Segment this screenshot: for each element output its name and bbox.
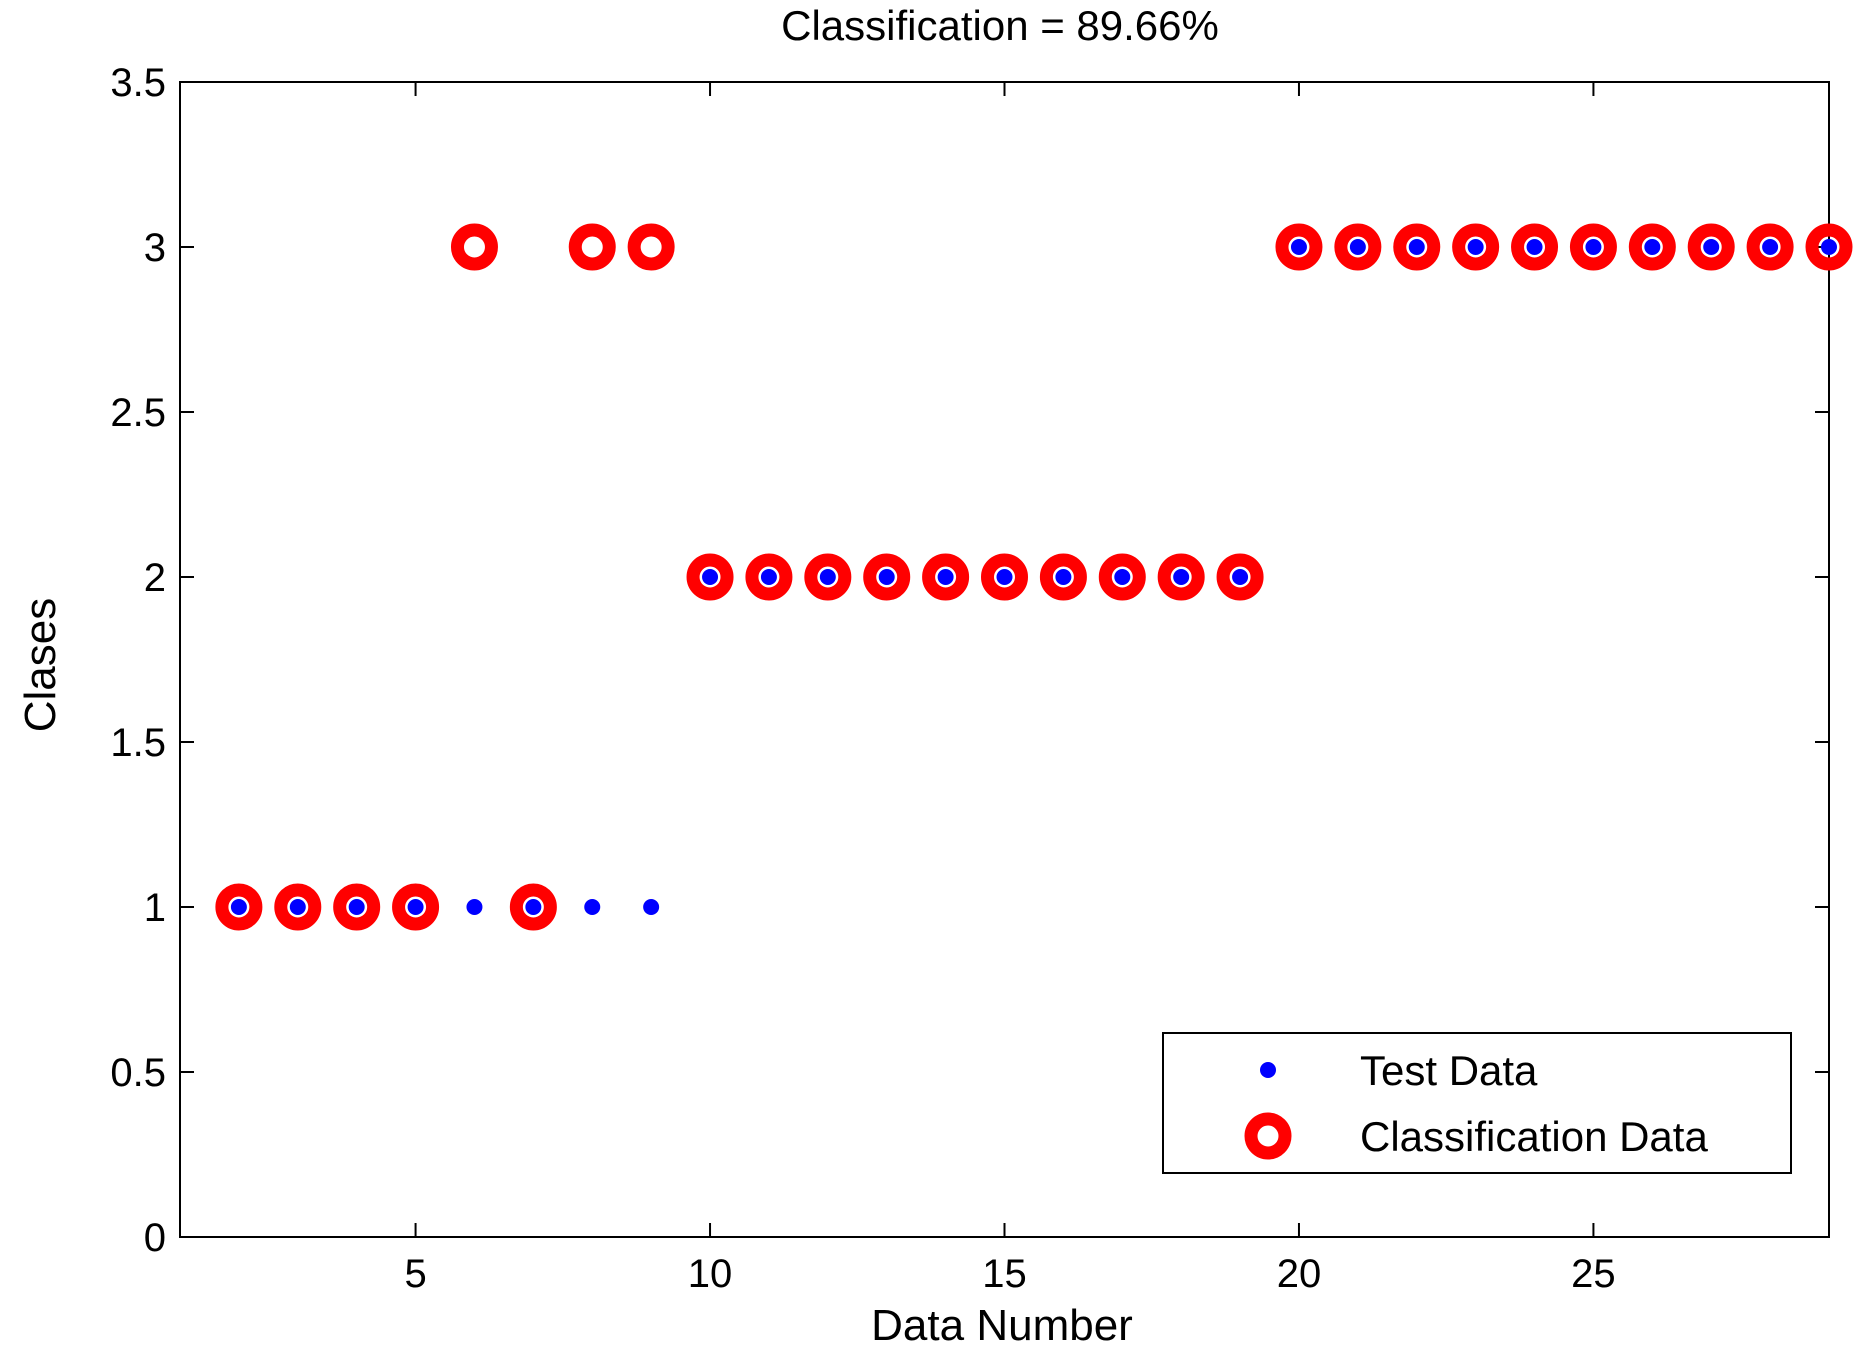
test-data-point — [1467, 239, 1484, 255]
x-tick-label: 5 — [404, 1252, 426, 1296]
classification-data-point — [1452, 223, 1500, 271]
x-tick-label: 10 — [688, 1252, 733, 1296]
classification-data-point — [863, 553, 911, 601]
test-data-point — [819, 569, 836, 585]
test-data-point — [407, 899, 424, 915]
plot-area: 0 0.5 1 1.5 2 2.5 3 3.5 5 10 15 20 25 — [110, 61, 1853, 1296]
classification-data-point — [804, 553, 852, 601]
classification-data-point — [1275, 223, 1323, 271]
test-data-point — [1821, 239, 1837, 255]
y-axis-title: Clases — [16, 598, 65, 733]
legend-classification-data-marker — [1244, 1112, 1292, 1160]
classification-data-point — [627, 223, 675, 271]
y-tick-label: 2 — [144, 556, 166, 600]
classification-data-point — [392, 883, 440, 931]
y-tick-label: 0 — [144, 1216, 166, 1260]
classification-data-point — [1511, 223, 1559, 271]
test-data-point — [1408, 239, 1425, 255]
x-tick-label: 15 — [982, 1252, 1027, 1296]
test-data-point — [878, 569, 895, 585]
x-tick-label: 25 — [1571, 1252, 1616, 1296]
legend-test-data-marker — [1260, 1062, 1276, 1078]
classification-data-point — [274, 883, 322, 931]
y-tick-label: 1 — [144, 886, 166, 930]
y-tick-label: 3 — [144, 226, 166, 270]
test-data-point — [643, 899, 660, 915]
test-data-point — [1232, 569, 1249, 585]
classification-data-point — [745, 553, 793, 601]
classification-data-point — [509, 883, 557, 931]
test-data-point — [584, 899, 601, 915]
classification-data-point — [1216, 553, 1264, 601]
x-axis-title: Data Number — [871, 1301, 1133, 1350]
y-tick-label: 2.5 — [110, 391, 166, 435]
y-tick-label: 1.5 — [110, 721, 166, 765]
y-tick-label: 0.5 — [110, 1051, 166, 1095]
classification-data-point — [1746, 223, 1794, 271]
classification-data-point — [1334, 223, 1382, 271]
test-data-point — [525, 899, 542, 915]
chart-title: Classification = 89.66% — [781, 2, 1219, 49]
y-tick-label: 3.5 — [110, 61, 166, 105]
legend-classification-data-label: Classification Data — [1360, 1113, 1708, 1160]
classification-data-point — [1687, 223, 1735, 271]
classification-data-point — [450, 223, 498, 271]
test-data-point — [1173, 569, 1190, 585]
classification-data-point — [1157, 553, 1205, 601]
classification-data-point — [922, 553, 970, 601]
test-data-point — [348, 899, 365, 915]
classification-data-point — [686, 553, 734, 601]
classification-data-point — [568, 223, 616, 271]
test-data-point — [1762, 239, 1779, 255]
test-data-point — [1585, 239, 1602, 255]
classification-data-point — [1039, 553, 1087, 601]
test-data-point — [466, 899, 483, 915]
test-data-point — [760, 569, 777, 585]
test-data-point — [289, 899, 306, 915]
classification-data-point — [333, 883, 381, 931]
x-tick-label: 20 — [1277, 1252, 1322, 1296]
test-data-point — [1526, 239, 1543, 255]
classification-data-point — [981, 553, 1028, 601]
test-data-point — [1055, 569, 1072, 585]
test-data-point — [1703, 239, 1720, 255]
classification-data-point — [1098, 553, 1146, 601]
test-data-point — [702, 569, 719, 585]
test-data-point — [1290, 239, 1307, 255]
test-data-point — [230, 899, 247, 915]
test-data-point — [1114, 569, 1131, 585]
classification-data-point — [1569, 223, 1617, 271]
legend: Test Data Classification Data — [1162, 1032, 1792, 1174]
test-data-point — [1349, 239, 1366, 255]
classification-data-point — [1805, 223, 1853, 271]
test-data-point — [996, 569, 1013, 585]
classification-data-point — [1393, 223, 1441, 271]
classification-data-point — [1628, 223, 1676, 271]
test-data-point — [1644, 239, 1661, 255]
classification-data-point — [215, 883, 263, 931]
test-data-point — [937, 569, 954, 585]
legend-test-data-label: Test Data — [1360, 1047, 1538, 1094]
